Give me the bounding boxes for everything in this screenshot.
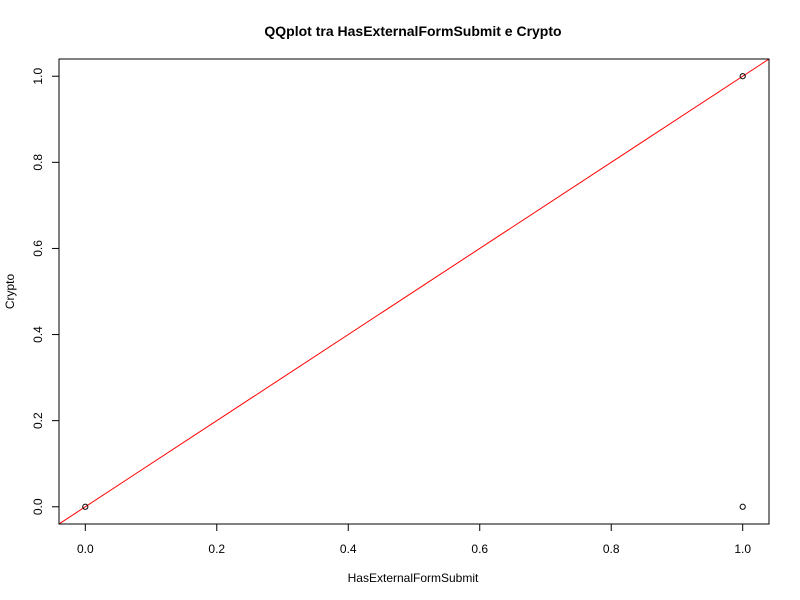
x-tick-label: 0.6 [471,542,488,556]
x-tick-label: 0.8 [603,542,620,556]
y-tick-label: 0.4 [31,326,45,343]
x-axis-label: HasExternalFormSubmit [348,571,479,585]
data-point [739,503,746,510]
reference-line [59,59,769,524]
x-axis: 0.0 0.2 0.4 0.6 0.8 1.0 [77,523,751,556]
y-tick-label: 0.8 [31,154,45,171]
x-tick-label: 0.2 [208,542,225,556]
y-axis-label: Crypto [3,274,17,310]
y-axis: 0.0 0.2 0.4 0.6 0.8 1.0 [31,68,60,515]
chart-title: QQplot tra HasExternalFormSubmit e Crypt… [264,23,561,39]
y-tick-label: 0.0 [31,498,45,515]
y-tick-label: 0.2 [31,412,45,429]
x-tick-label: 0.4 [340,542,357,556]
data-point [739,73,746,80]
plot-frame [58,58,770,525]
data-point [82,503,89,510]
y-tick-label: 0.6 [31,240,45,257]
x-tick-label: 1.0 [734,542,751,556]
x-tick-label: 0.0 [77,542,94,556]
y-tick-label: 1.0 [31,68,45,85]
data-points [82,73,746,510]
